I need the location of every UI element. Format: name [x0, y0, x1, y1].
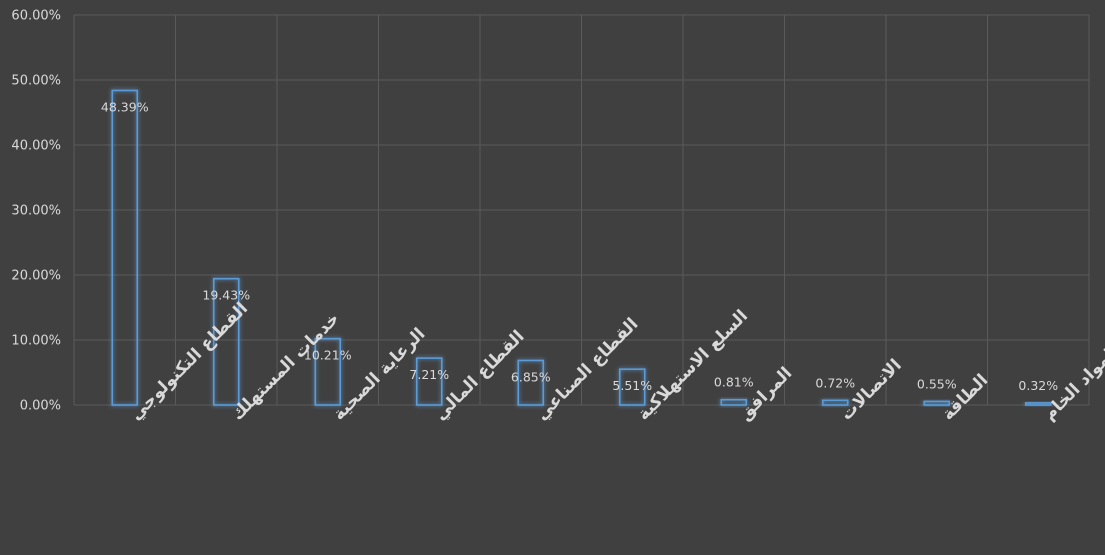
- data-label: 5.51%: [612, 378, 652, 393]
- bar: [821, 399, 849, 406]
- category-label: السلع الاستهلاكية: [634, 306, 752, 424]
- bar: [212, 277, 240, 406]
- gridlines: [73, 14, 1090, 406]
- data-labels: 48.39% 19.43% 10.21% 7.21% 6.85% 5.51% 0.81% 0.…: [101, 99, 1058, 393]
- data-label: 0.72%: [815, 375, 855, 390]
- data-label: 7.21%: [409, 367, 449, 382]
- y-axis-tick-labels: 0.00% 10.00% 20.00% 30.00% 40.00% 50.00% 60.00…: [11, 9, 61, 414]
- bar: [111, 89, 139, 406]
- bar: [1024, 402, 1052, 406]
- bar: [720, 398, 748, 406]
- bar: [415, 357, 443, 406]
- y-tick-label: 40.00%: [11, 139, 61, 154]
- data-label: 0.32%: [1018, 378, 1058, 393]
- y-tick-label: 60.00%: [11, 9, 61, 24]
- category-label: المرافق: [735, 363, 796, 424]
- data-label: 0.81%: [714, 375, 754, 390]
- data-label: 6.85%: [511, 369, 551, 384]
- data-label: 0.55%: [917, 376, 957, 391]
- y-tick-label: 0.00%: [20, 399, 61, 414]
- data-label: 19.43%: [202, 288, 250, 303]
- y-tick-label: 20.00%: [11, 269, 61, 284]
- bar: [923, 400, 951, 406]
- y-tick-label: 30.00%: [11, 204, 61, 219]
- bar: [517, 359, 545, 406]
- bars: [111, 89, 1052, 406]
- y-tick-label: 50.00%: [11, 74, 61, 89]
- data-label: 48.39%: [101, 99, 149, 114]
- category-label: خدمات المستهلك: [228, 309, 344, 425]
- y-tick-label: 10.00%: [11, 334, 61, 349]
- data-label: 10.21%: [304, 348, 352, 363]
- bar: [618, 368, 646, 406]
- bar: [314, 337, 342, 406]
